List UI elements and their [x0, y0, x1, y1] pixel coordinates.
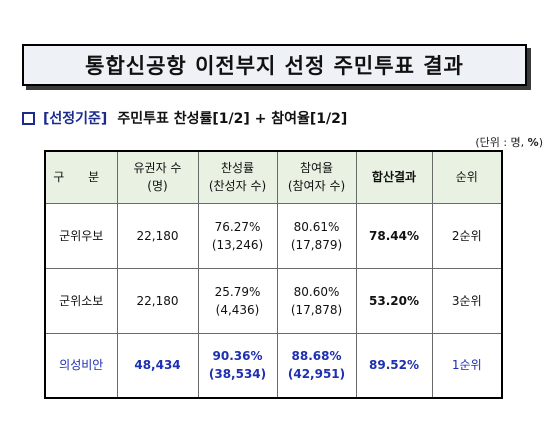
- row-approval: 76.27% (13,246): [197, 202, 278, 269]
- header-combined: 합산결과: [355, 150, 433, 204]
- row-combined: 53.20%: [355, 267, 433, 334]
- row-name: 군위우보: [44, 202, 118, 269]
- unit-suffix: ): [538, 136, 543, 149]
- row-approval: 90.36% (38,534): [197, 332, 278, 399]
- row-combined: 89.52%: [355, 332, 433, 399]
- table-row-winner: 의성비안 48,434 90.36% (38,534) 88.68% (42,951…: [44, 332, 503, 399]
- row-name: 군위소보: [44, 267, 118, 334]
- row-turnout: 80.60% (17,878): [276, 267, 357, 334]
- row-rank: 1순위: [431, 332, 503, 399]
- header-voters: 유권자 수 (명): [116, 150, 199, 204]
- row-voters: 48,434: [116, 332, 199, 399]
- table-row: 군위소보 22,180 25.79% (4,436) 80.60% (17,878)…: [44, 267, 503, 334]
- row-approval: 25.79% (4,436): [197, 267, 278, 334]
- checkbox-icon: [22, 111, 35, 125]
- selection-criteria: [선정기준] 주민투표 찬성률[1/2] + 참여율[1/2]: [22, 107, 347, 129]
- title-box: 통합신공항 이전부지 선정 주민투표 결과: [22, 44, 527, 86]
- result-table: 구 분 유권자 수 (명) 찬성률 (찬성자 수) 참여율 (참여자 수) 합산결과 …: [44, 150, 503, 399]
- table-header-row: 구 분 유권자 수 (명) 찬성률 (찬성자 수) 참여율 (참여자 수) 합산결과 …: [44, 150, 503, 204]
- row-turnout: 80.61% (17,879): [276, 202, 357, 269]
- header-approval: 찬성률 (찬성자 수): [197, 150, 278, 204]
- page-title: 통합신공항 이전부지 선정 주민투표 결과: [85, 54, 464, 78]
- unit-percent: %: [527, 136, 539, 149]
- row-combined: 78.44%: [355, 202, 433, 269]
- row-turnout: 88.68% (42,951): [276, 332, 357, 399]
- header-category: 구 분: [44, 150, 118, 204]
- criteria-label: [선정기준]: [43, 111, 108, 127]
- row-voters: 22,180: [116, 267, 199, 334]
- row-rank: 2순위: [431, 202, 503, 269]
- unit-note: (단위 : 명, %): [475, 134, 543, 150]
- header-turnout: 참여율 (참여자 수): [276, 150, 357, 204]
- table-row: 군위우보 22,180 76.27% (13,246) 80.61% (17,879…: [44, 202, 503, 269]
- unit-prefix: (단위 : 명,: [475, 136, 528, 149]
- row-name: 의성비안: [44, 332, 118, 399]
- header-rank: 순위: [431, 150, 503, 204]
- row-voters: 22,180: [116, 202, 199, 269]
- criteria-text: 주민투표 찬성률[1/2] + 참여율[1/2]: [117, 111, 348, 127]
- row-rank: 3순위: [431, 267, 503, 334]
